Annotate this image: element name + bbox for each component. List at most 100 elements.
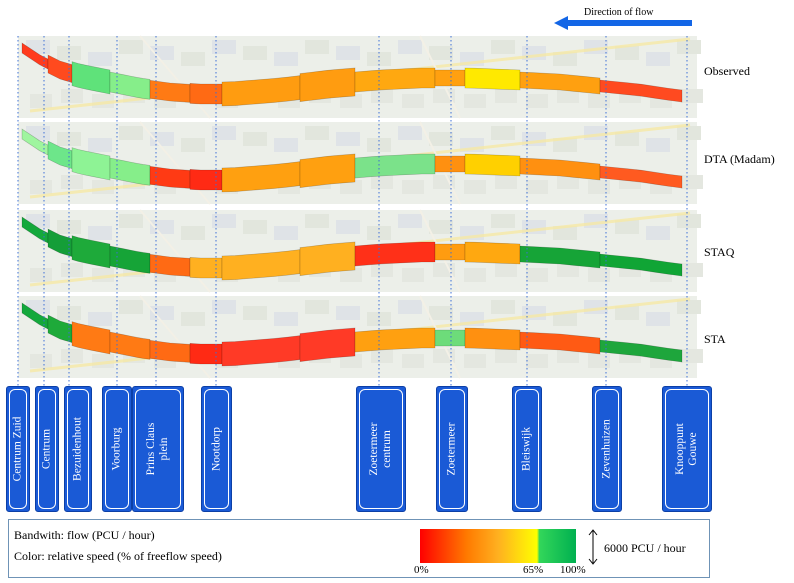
map-parcel — [398, 126, 422, 140]
flow-segment — [189, 257, 223, 279]
flow-segment — [464, 241, 521, 265]
map-parcel — [681, 349, 703, 363]
direction-of-flow-label: Direction of flow — [584, 7, 654, 18]
map-parcel — [274, 226, 298, 240]
flow-segment — [71, 147, 111, 181]
map-parcel — [212, 214, 236, 228]
station-knooppunt-gouwe: Knooppunt Gouwe — [662, 386, 712, 512]
flow-segment — [149, 339, 191, 363]
map-parcel — [371, 349, 393, 363]
flow-segment — [434, 329, 466, 347]
flow-segment — [71, 321, 111, 355]
flow-segment — [109, 331, 151, 360]
scale-tick-0: 0% — [414, 564, 429, 576]
map-parcel — [615, 306, 639, 320]
flow-segment — [299, 327, 356, 362]
flow-segment — [599, 253, 683, 277]
station-label: Centrum — [40, 428, 53, 470]
map-parcel — [150, 132, 174, 146]
map-parcel — [557, 89, 579, 103]
station-label: Zoetermeer — [445, 422, 458, 476]
flow-segment — [299, 241, 356, 276]
map-parcel — [681, 175, 703, 189]
map-parcel — [340, 354, 362, 368]
map-parcel — [681, 89, 703, 103]
map-parcel — [398, 300, 422, 314]
station-bleiswijk: Bleiswijk — [512, 386, 542, 512]
map-parcel — [526, 180, 548, 194]
map-parcel — [212, 300, 236, 314]
map-parcel — [429, 46, 453, 60]
map-parcel — [398, 214, 422, 228]
map-parcel — [615, 46, 639, 60]
map-parcel — [88, 138, 112, 152]
station-zevenhuizen: Zevenhuizen — [592, 386, 622, 512]
map-parcel — [464, 94, 486, 108]
map-parcel — [526, 354, 548, 368]
station-voorburg: Voorburg — [102, 386, 132, 512]
flow-segment — [599, 79, 683, 103]
flow-segment — [109, 245, 151, 274]
map-parcel — [119, 126, 143, 140]
station-zoetermeer-centrum: Zoetermeer centrum — [356, 386, 406, 512]
map-strip — [18, 295, 703, 379]
station-label: Bezuidenhout — [71, 417, 84, 481]
map-parcel — [495, 349, 517, 363]
map-strip — [18, 121, 703, 205]
map-strip — [18, 35, 703, 119]
map-parcel — [305, 126, 329, 140]
map-parcel — [495, 89, 517, 103]
map-parcel — [243, 306, 267, 320]
map-parcel — [336, 46, 360, 60]
station-prins-claus-plein: Prins Claus plein — [132, 386, 184, 512]
flow-segment — [434, 155, 466, 173]
map-parcel — [61, 175, 83, 189]
map-parcel — [340, 268, 362, 282]
flow-segment — [189, 83, 223, 105]
station-label: Zoetermeer centrum — [368, 422, 393, 476]
station-bezuidenhout: Bezuidenhout — [64, 386, 92, 512]
flow-segment — [434, 69, 466, 87]
map-parcel — [212, 126, 236, 140]
map-parcel — [557, 349, 579, 363]
map-parcel — [30, 94, 52, 108]
map-parcel — [61, 349, 83, 363]
map-parcel — [646, 52, 670, 66]
map-parcel — [119, 214, 143, 228]
map-parcel — [212, 40, 236, 54]
station-label: Zevenhuizen — [600, 419, 613, 479]
scale-tick-65: 65% — [523, 564, 544, 576]
map-parcel — [119, 300, 143, 314]
row-label-observed: Observed — [704, 64, 750, 78]
map-parcel — [243, 220, 267, 234]
map-parcel — [429, 220, 453, 234]
map-parcel — [274, 312, 298, 326]
map-parcel — [677, 300, 701, 314]
map-parcel — [398, 40, 422, 54]
map-parcel — [57, 132, 81, 146]
map-parcel — [340, 94, 362, 108]
flow-segment — [149, 79, 191, 103]
flow-segment — [464, 327, 521, 351]
map-parcel — [557, 175, 579, 189]
map-parcel — [526, 94, 548, 108]
flow-segment — [109, 157, 151, 186]
map-parcel — [402, 268, 424, 282]
flow-segment — [71, 61, 111, 95]
map-parcel — [588, 94, 610, 108]
map-parcel — [491, 40, 515, 54]
flow-segment — [519, 157, 601, 181]
map-parcel — [61, 89, 83, 103]
station-centrum-zuid: Centrum Zuid — [6, 386, 30, 512]
flow-segment — [299, 67, 356, 102]
legend — [8, 519, 710, 578]
row-label-dta: DTA (Madam) — [704, 152, 775, 166]
map-road — [139, 121, 211, 205]
map-parcel — [150, 220, 174, 234]
map-parcel — [243, 46, 267, 60]
map-parcel — [495, 175, 517, 189]
map-parcel — [88, 226, 112, 240]
map-parcel — [464, 268, 486, 282]
map-parcel — [367, 52, 391, 66]
